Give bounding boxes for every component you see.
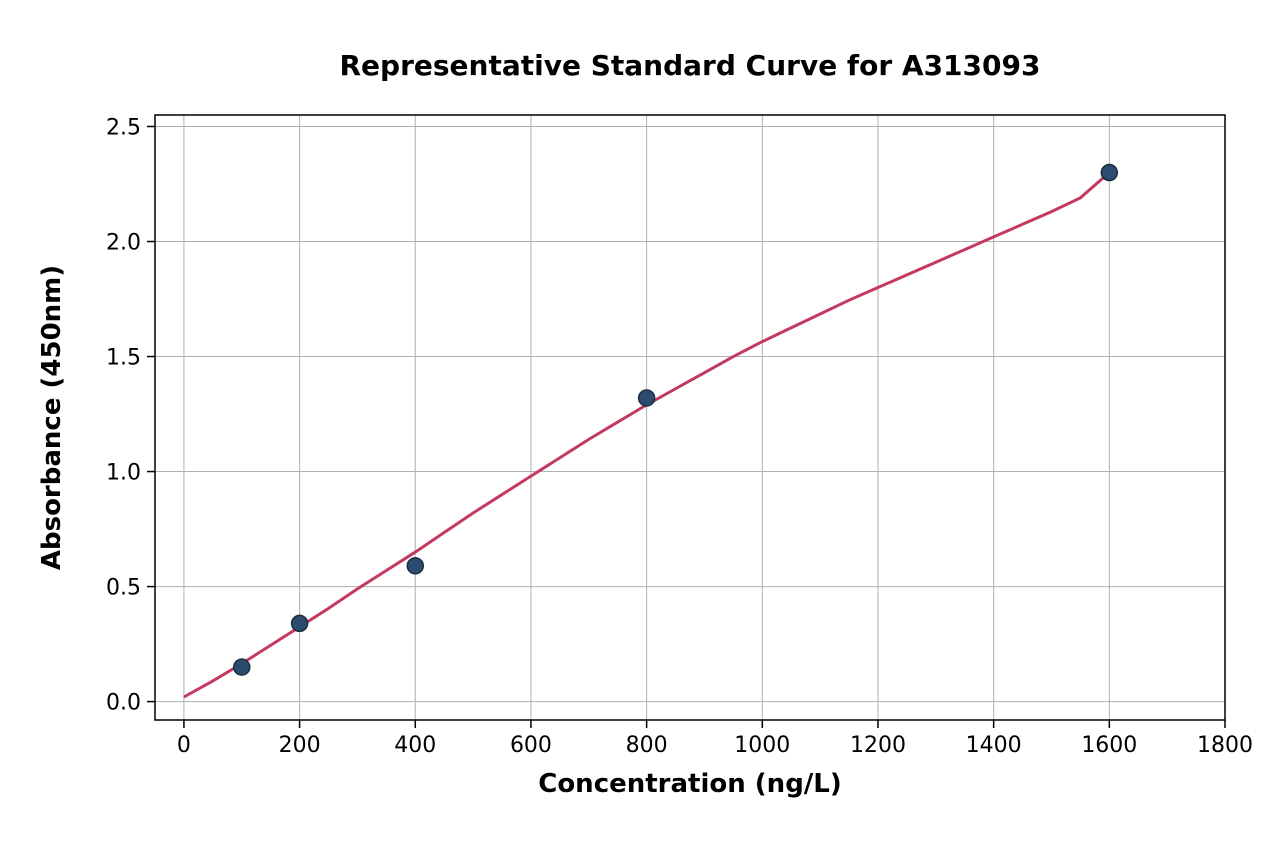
y-tick-label: 2.5 — [106, 116, 141, 141]
y-tick-label: 0.0 — [106, 691, 141, 716]
x-tick-label: 1000 — [734, 733, 790, 758]
data-point — [292, 615, 308, 631]
y-tick-label: 0.5 — [106, 576, 141, 601]
y-tick-label: 1.0 — [106, 461, 141, 486]
x-tick-label: 0 — [177, 733, 191, 758]
x-tick-label: 1800 — [1197, 733, 1253, 758]
data-point — [234, 659, 250, 675]
chart-title: Representative Standard Curve for A31309… — [340, 49, 1041, 82]
y-tick-label: 1.5 — [106, 346, 141, 371]
x-tick-label: 800 — [626, 733, 668, 758]
x-tick-label: 1200 — [850, 733, 906, 758]
data-point — [1101, 165, 1117, 181]
data-point — [407, 558, 423, 574]
x-tick-label: 200 — [279, 733, 321, 758]
chart-container: 0 200 400 600 800 1000 1200 1400 1600 1800 0.0 0.5 1… — [0, 0, 1280, 845]
y-axis-label: Absorbance (450nm) — [37, 265, 67, 570]
standard-curve-chart: 0 200 400 600 800 1000 1200 1400 1600 1800 0.0 0.5 1… — [0, 0, 1280, 845]
x-tick-label: 1400 — [966, 733, 1022, 758]
x-tick-label: 600 — [510, 733, 552, 758]
data-point — [639, 390, 655, 406]
y-tick-label: 2.0 — [106, 231, 141, 256]
x-axis-label: Concentration (ng/L) — [538, 769, 842, 799]
x-tick-label: 400 — [394, 733, 436, 758]
x-tick-label: 1600 — [1081, 733, 1137, 758]
